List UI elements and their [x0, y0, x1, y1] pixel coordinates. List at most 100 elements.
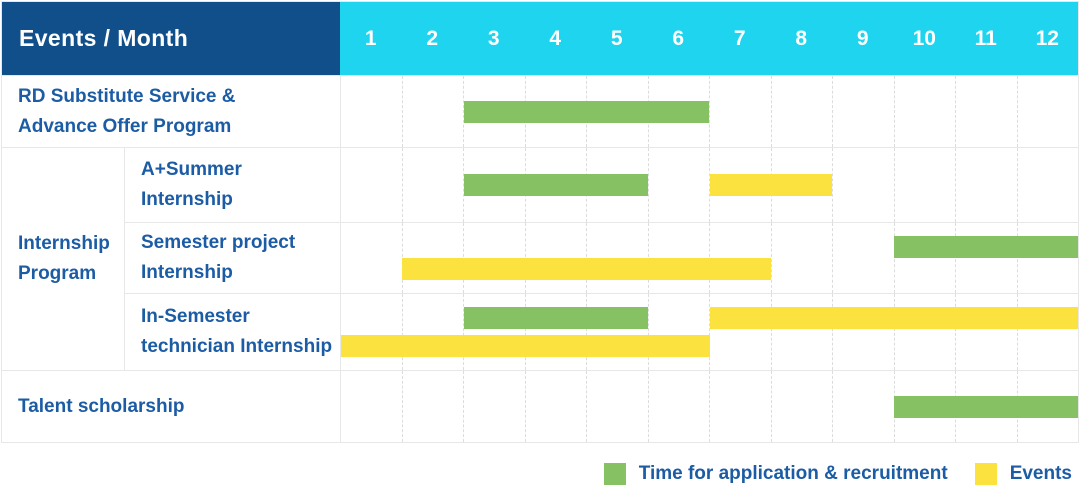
gantt-bar-application-recruitment	[893, 395, 1078, 418]
month-gridline	[833, 294, 895, 370]
legend-green-swatch-icon	[603, 463, 626, 485]
month-gridline	[587, 371, 649, 442]
legend: Time for application & recruitment Event…	[603, 463, 1072, 485]
row-label-line: RD Substitute Service &	[18, 85, 236, 107]
legend-item-events: Events	[974, 463, 1072, 485]
month-gridline	[526, 294, 587, 370]
month-gridline	[403, 371, 464, 442]
month-gridline	[341, 371, 403, 442]
month-header-cell: 1	[364, 26, 377, 50]
row-label-line: In-Semester	[141, 306, 250, 327]
row-label-line: Talent scholarship	[18, 395, 185, 417]
month-gridline	[1018, 148, 1079, 222]
month-header-cell: 11	[974, 26, 997, 50]
month-gridline	[710, 76, 772, 147]
month-gridline	[649, 148, 710, 222]
month-grid	[341, 294, 1078, 370]
chart-row-semester-project-internship	[340, 222, 1078, 293]
month-header-cell: 8	[795, 26, 808, 50]
month-gridline	[772, 371, 833, 442]
month-gridline	[649, 76, 710, 147]
gantt-bar-application-recruitment	[463, 174, 649, 196]
legend-label-events: Events	[1009, 463, 1072, 484]
month-gridline	[895, 223, 956, 293]
chart-row-a-plus-summer-internship	[340, 147, 1078, 222]
gantt-bar-application-recruitment	[463, 100, 710, 123]
month-header-cell: 3	[487, 26, 500, 50]
month-header-cell: 5	[610, 26, 623, 50]
month-gridline	[833, 371, 895, 442]
month-gridline	[833, 76, 895, 147]
row-label-line: technician Internship	[141, 336, 333, 357]
row-label-semester-project-internship: Semester project Internship	[124, 222, 340, 293]
month-header-row: 1 2 3 4 5 6 7 8 9 10 11 12	[340, 2, 1078, 75]
chart-row-in-semester-technician-internship	[340, 293, 1078, 370]
group-label-internship-program: Internship Program	[2, 147, 124, 370]
gantt-bar-events	[709, 174, 833, 196]
month-gridline	[1018, 76, 1079, 147]
row-label-talent-scholarship: Talent scholarship	[2, 370, 340, 442]
month-gridline	[403, 294, 464, 370]
month-gridline	[1018, 294, 1079, 370]
month-gridline	[341, 223, 403, 293]
month-gridline	[833, 223, 895, 293]
chart-row-talent-scholarship	[340, 370, 1078, 442]
month-gridline	[772, 294, 833, 370]
month-gridline	[464, 371, 526, 442]
month-gridline	[526, 371, 587, 442]
row-label-rd-substitute-service: RD Substitute Service & Advance Offer Pr…	[2, 75, 340, 147]
chart-row-rd-substitute-service	[340, 75, 1078, 147]
legend-item-application-recruitment: Time for application & recruitment	[603, 463, 948, 485]
month-header-cell: 4	[549, 26, 562, 50]
month-gridline	[403, 76, 464, 147]
month-header-cell: 10	[912, 26, 936, 50]
month-header-cell: 9	[856, 26, 869, 50]
gantt-bar-events	[709, 307, 1078, 329]
month-gridline	[833, 148, 895, 222]
month-gridline	[895, 294, 956, 370]
legend-yellow-swatch-icon	[974, 463, 997, 485]
month-gridline	[895, 148, 956, 222]
events-month-table: Events / Month 1 2 3 4 5 6 7 8 9 10 11 12 RD Substi…	[1, 1, 1079, 443]
month-header-cell: 6	[672, 26, 685, 50]
group-label-line: Internship	[18, 233, 110, 254]
gantt-bar-events	[341, 335, 710, 357]
month-gridline	[710, 223, 772, 293]
month-gridline	[341, 76, 403, 147]
month-gridline	[341, 148, 403, 222]
month-header-cell: 7	[733, 26, 746, 50]
row-label-line: Advance Offer Program	[18, 115, 232, 137]
events-month-header-label: Events / Month	[19, 25, 189, 51]
row-label-line: Internship	[141, 189, 233, 210]
events-month-header: Events / Month	[2, 2, 340, 75]
row-label-line: Internship	[141, 262, 233, 283]
row-label-in-semester-technician-internship: In-Semester technician Internship	[124, 293, 340, 370]
month-gridline	[710, 294, 772, 370]
group-label-line: Program	[18, 263, 97, 284]
legend-label-application-recruitment: Time for application & recruitment	[638, 463, 948, 484]
month-gridline	[956, 148, 1018, 222]
month-gridline	[772, 148, 833, 222]
month-gridline	[956, 223, 1018, 293]
row-label-line: A+Summer	[141, 159, 242, 180]
month-gridline	[710, 371, 772, 442]
month-header-cell: 12	[1035, 26, 1059, 50]
month-gridline	[1018, 223, 1079, 293]
month-gridline	[649, 371, 710, 442]
gantt-bar-application-recruitment	[463, 307, 649, 329]
gantt-bar-application-recruitment	[893, 236, 1078, 258]
month-grid	[341, 76, 1078, 147]
month-gridline	[587, 294, 649, 370]
month-gridline	[956, 294, 1018, 370]
gantt-bar-events	[402, 258, 771, 280]
month-header-cell: 2	[426, 26, 439, 50]
month-gridline	[895, 76, 956, 147]
month-gridline	[772, 223, 833, 293]
month-gridline	[649, 294, 710, 370]
month-gridline	[772, 76, 833, 147]
row-label-a-plus-summer-internship: A+Summer Internship	[124, 147, 340, 222]
month-gridline	[956, 76, 1018, 147]
month-gridline	[464, 294, 526, 370]
month-gridline	[341, 294, 403, 370]
